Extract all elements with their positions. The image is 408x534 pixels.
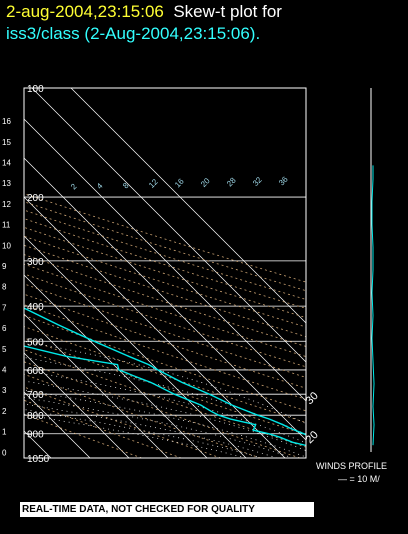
mixing-ratio-label: 36 (277, 174, 290, 187)
wind-profile-title: WINDS PROFILE (316, 461, 388, 471)
pressure-tick-label: 800 (27, 411, 44, 422)
height-tick-label: 4 (2, 366, 7, 375)
height-tick-label: 9 (2, 262, 7, 271)
pressure-tick-label: 600 (27, 366, 44, 377)
wind-profile-trace (371, 165, 375, 446)
mixing-ratio-label: 8 (121, 181, 131, 191)
dry-adiabat-line (24, 361, 301, 458)
pressure-tick-label: 1050 (27, 454, 50, 465)
mixing-ratio-label: 16 (173, 176, 186, 189)
data-quality-note: REAL-TIME DATA, NOT CHECKED FOR QUALITY (20, 502, 314, 517)
pressure-tick-label: 400 (27, 302, 44, 313)
dry-adiabat-line (24, 349, 306, 448)
height-tick-label: 6 (2, 324, 7, 333)
isotherm-line (31, 88, 306, 363)
dry-adiabat-line (24, 326, 306, 424)
mixing-ratio-label: 12 (147, 177, 160, 190)
isotherm-line (24, 391, 91, 458)
height-tick-label: 0 (2, 448, 7, 457)
moist-adiabat-line (24, 369, 306, 444)
dewpoint-profile-line (24, 345, 306, 447)
mixing-ratio-label: 2 (69, 182, 79, 192)
mixing-ratio-label: 20 (199, 176, 212, 189)
temperature-profile-line (24, 307, 306, 436)
dry-adiabat-line (24, 413, 142, 458)
pressure-tick-label: 100 (27, 84, 44, 95)
height-tick-label: 5 (2, 345, 7, 354)
pressure-tick-label: 300 (27, 257, 44, 268)
dry-adiabat-line (24, 386, 221, 458)
moist-adiabat-line (24, 389, 306, 458)
title-plot-label: Skew-t plot for (173, 2, 282, 21)
height-tick-label: 1 (2, 428, 7, 437)
isotherm-line (24, 313, 169, 458)
moist-adiabat-line (24, 409, 262, 458)
plot-frame (23, 87, 307, 459)
height-tick-label: 16 (2, 117, 11, 126)
height-tick-label: 10 (2, 241, 11, 250)
pressure-tick-label: 200 (27, 193, 44, 204)
mixing-ratio-label: 32 (251, 175, 264, 188)
isotherm-line (24, 196, 286, 458)
height-tick-label: 11 (2, 221, 11, 230)
isotherm-line (24, 274, 208, 458)
dry-adiabat-line (24, 315, 306, 412)
pressure-tick-label: 900 (27, 430, 44, 441)
plot-title-station: iss3/class (2-Aug-2004,23:15:06). (6, 24, 261, 43)
height-tick-label: 15 (2, 138, 11, 147)
height-tick-label: 3 (2, 386, 7, 395)
dry-adiabat-line (24, 226, 306, 319)
isotherm-line (70, 88, 306, 324)
height-tick-label: 8 (2, 283, 7, 292)
height-tick-label: 13 (2, 179, 11, 188)
pressure-tick-label: 500 (27, 337, 44, 348)
plot-title-line1: 2-aug-2004,23:15:06 Skew-t plot for (6, 2, 282, 22)
moist-adiabat-line (24, 397, 293, 458)
wind-scale-label: — = 10 M/ (338, 474, 380, 484)
title-date-time: 2-aug-2004,23:15:06 (6, 2, 164, 21)
dry-adiabat-line (24, 399, 182, 458)
height-tick-label: 12 (2, 200, 11, 209)
height-tick-label: 2 (2, 407, 7, 416)
dry-adiabat-line (24, 273, 306, 368)
moist-adiabat-line (24, 357, 306, 435)
height-tick-label: 7 (2, 303, 7, 312)
height-tick-label: 14 (2, 158, 11, 167)
mixing-ratio-label: 28 (225, 175, 238, 188)
isotherm-line (24, 235, 247, 458)
pressure-tick-label: 700 (27, 390, 44, 401)
mixing-ratio-label: 4 (95, 181, 105, 191)
isotherm-line (24, 352, 130, 458)
isotherm-line (24, 118, 306, 402)
moist-adiabat-line (24, 413, 247, 458)
dry-adiabat-line (24, 337, 306, 436)
